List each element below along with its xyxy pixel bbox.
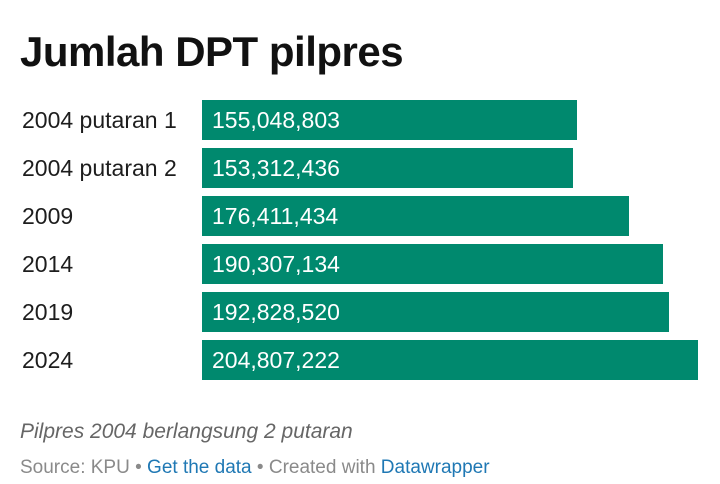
category-label: 2009: [22, 203, 74, 229]
bar-value-label: 190,307,134: [212, 251, 340, 277]
bar-row: 2009 176,411,434: [0, 196, 720, 236]
bar-row: 2014 190,307,134: [0, 244, 720, 284]
bar: [202, 196, 629, 236]
bar: [202, 100, 577, 140]
category-label: 2024: [22, 347, 74, 373]
bar-value-label: 204,807,222: [212, 347, 340, 373]
chart-note: Pilpres 2004 berlangsung 2 putaran: [20, 420, 353, 443]
bar-value-label: 153,312,436: [212, 155, 340, 181]
category-label: 2004 putaran 2: [22, 155, 177, 181]
footer-separator: •: [135, 457, 142, 478]
bar: [202, 292, 669, 332]
bar-row: 2004 putaran 1 155,048,803: [0, 100, 720, 140]
bar: [202, 244, 663, 284]
bar-value-label: 176,411,434: [212, 203, 339, 229]
created-with-text: Created with: [268, 457, 376, 478]
bar: [202, 148, 573, 188]
bar-value-label: 155,048,803: [212, 107, 340, 133]
chart-title: Jumlah DPT pilpres: [20, 28, 404, 75]
bar-row: 2019 192,828,520: [0, 292, 720, 332]
bar: [202, 340, 698, 380]
bar-value-label: 192,828,520: [212, 299, 340, 325]
bar-row: 2004 putaran 2 153,312,436: [0, 148, 720, 188]
chart-footer: Source: KPU • Get the data • Created wit…: [20, 457, 490, 479]
get-data-link[interactable]: Get the data: [147, 457, 252, 478]
bar-chart: 2004 putaran 1 155,048,803 2004 putaran 2 1…: [0, 100, 720, 382]
bar-row: 2024 204,807,222: [0, 340, 720, 380]
category-label: 2019: [22, 299, 74, 325]
datawrapper-link[interactable]: Datawrapper: [380, 457, 490, 478]
source-text: Source: KPU: [20, 457, 130, 478]
category-label: 2004 putaran 1: [22, 107, 177, 133]
footer-separator: •: [256, 457, 264, 478]
category-label: 2014: [22, 251, 74, 277]
